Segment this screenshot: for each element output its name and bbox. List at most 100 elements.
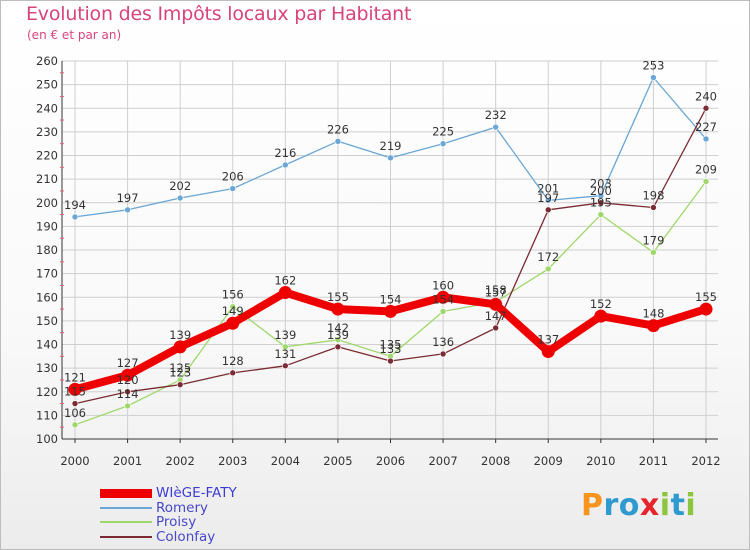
- data-point-colonfay: [124, 388, 131, 396]
- data-label-colonfay: 123: [169, 366, 191, 380]
- data-point-proisy: [71, 421, 79, 429]
- data-point-colonfay: [544, 206, 552, 214]
- data-point-wi-ge-faty: [541, 345, 555, 359]
- data-point-colonfay: [702, 104, 710, 112]
- y-tick-label: 100: [36, 432, 58, 446]
- x-tick-label: 2005: [323, 454, 352, 468]
- data-point-proisy: [702, 178, 710, 185]
- data-label-romery: 227: [695, 120, 717, 134]
- data-label-wi-ge-faty: 152: [590, 297, 612, 311]
- y-tick-label: 180: [36, 243, 58, 257]
- data-point-colonfay: [229, 369, 237, 377]
- data-point-wi-ge-faty: [121, 368, 135, 382]
- data-point-romery: [229, 185, 237, 192]
- data-label-proisy: 158: [485, 283, 507, 297]
- data-point-wi-ge-faty: [646, 319, 660, 333]
- data-label-proisy: 179: [642, 233, 664, 247]
- data-point-wi-ge-faty: [384, 304, 397, 318]
- data-label-proisy: 135: [380, 337, 402, 351]
- data-label-colonfay: 198: [642, 188, 664, 202]
- data-point-proisy: [229, 303, 237, 311]
- data-point-wi-ge-faty: [594, 309, 608, 323]
- data-point-colonfay: [334, 343, 342, 351]
- data-label-proisy: 139: [274, 328, 296, 342]
- data-point-wi-ge-faty: [173, 340, 187, 354]
- x-tick-label: 2006: [376, 454, 405, 468]
- data-label-romery: 197: [117, 191, 139, 205]
- data-point-romery: [176, 194, 184, 202]
- data-point-colonfay: [597, 199, 605, 207]
- data-label-proisy: 156: [222, 288, 244, 302]
- y-tick-label: 220: [36, 149, 58, 163]
- data-point-romery: [71, 213, 79, 221]
- x-tick-label: 2012: [691, 454, 720, 468]
- data-point-colonfay: [71, 400, 79, 407]
- data-point-proisy: [439, 308, 447, 315]
- data-label-wi-ge-faty: 162: [274, 274, 296, 288]
- y-tick-label: 250: [36, 78, 58, 92]
- data-point-wi-ge-faty: [226, 316, 240, 330]
- data-point-colonfay: [282, 362, 289, 370]
- data-point-proisy: [334, 336, 342, 344]
- x-tick-label: 2003: [218, 454, 247, 468]
- y-tick-label: 110: [36, 408, 58, 422]
- y-tick-label: 140: [36, 338, 58, 352]
- legend-item-romery: Romery: [100, 501, 237, 516]
- data-point-proisy: [124, 402, 131, 410]
- data-label-colonfay: 139: [327, 328, 349, 342]
- y-tick-label: 170: [36, 267, 58, 281]
- data-label-wi-ge-faty: 155: [695, 290, 717, 304]
- data-label-wi-ge-faty: 139: [169, 328, 191, 342]
- y-tick-label: 190: [36, 219, 58, 233]
- data-point-colonfay: [650, 204, 657, 211]
- data-point-romery: [334, 138, 342, 145]
- data-label-colonfay: 131: [274, 347, 296, 361]
- data-label-colonfay: 136: [432, 335, 454, 349]
- data-point-wi-ge-faty: [489, 297, 503, 311]
- data-label-romery: 225: [432, 125, 454, 139]
- legend-swatch: [100, 521, 152, 524]
- chart-subtitle: (en € et par an): [27, 28, 122, 42]
- data-label-colonfay: 133: [380, 342, 402, 356]
- data-label-proisy: 106: [64, 406, 86, 420]
- data-label-romery: 203: [590, 177, 612, 191]
- logo-letter: x: [639, 488, 660, 523]
- data-point-colonfay: [176, 381, 184, 388]
- x-tick-label: 2007: [428, 454, 457, 468]
- y-tick-label: 160: [36, 290, 58, 304]
- data-label-romery: 219: [380, 139, 402, 153]
- data-label-colonfay: 147: [485, 309, 507, 323]
- logo-letter: i: [659, 488, 671, 523]
- data-label-wi-ge-faty: 149: [222, 304, 244, 318]
- y-tick-label: 240: [36, 101, 58, 115]
- logo-letter: o: [618, 488, 640, 523]
- data-label-proisy: 114: [117, 387, 139, 401]
- y-tick-label: 210: [36, 172, 58, 186]
- data-label-wi-ge-faty: 121: [64, 370, 86, 384]
- data-label-wi-ge-faty: 148: [642, 307, 664, 321]
- data-point-wi-ge-faty: [699, 302, 713, 316]
- data-labels: 194 197 202 206 216 226 219 225 232 201 203 253 227 1…: [64, 59, 717, 420]
- legend-label: WIèGE-FATY: [156, 485, 237, 502]
- x-tick-label: 2000: [60, 454, 89, 468]
- data-label-colonfay: 128: [222, 354, 244, 368]
- legend-label: Proisy: [156, 514, 197, 531]
- y-tick-label: 200: [36, 196, 58, 210]
- data-point-proisy: [650, 249, 657, 256]
- x-tick-label: 2009: [534, 454, 563, 468]
- data-label-wi-ge-faty: 155: [327, 290, 349, 304]
- legend-swatch: [100, 488, 152, 498]
- data-label-proisy: 154: [432, 292, 454, 306]
- y-tick-label: 150: [36, 314, 58, 328]
- data-label-romery: 216: [274, 146, 296, 160]
- data-label-wi-ge-faty: 160: [432, 278, 454, 292]
- legend-item-colonfay: Colonfay: [100, 530, 237, 545]
- data-label-colonfay: 115: [64, 385, 86, 399]
- chart-title: Evolution des Impôts locaux par Habitant: [26, 3, 412, 25]
- x-tick-label: 2002: [166, 454, 195, 468]
- data-point-proisy: [282, 343, 289, 351]
- data-point-romery: [650, 74, 657, 81]
- data-point-romery: [492, 123, 499, 131]
